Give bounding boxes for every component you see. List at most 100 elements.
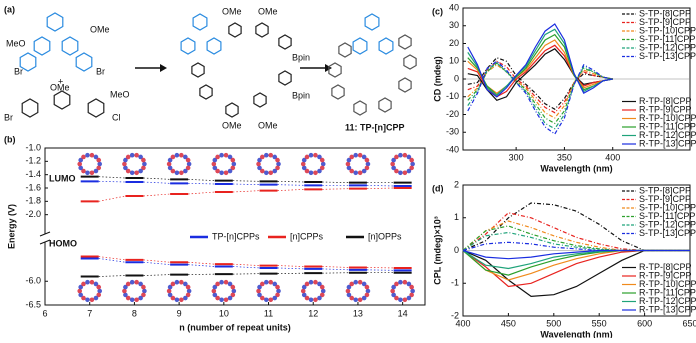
orbital-lobe: [134, 279, 139, 285]
x-tick-label: 10: [219, 308, 229, 318]
x-tick-label: 650: [682, 318, 696, 328]
orbital-lobe: [319, 157, 325, 163]
orbital-lobe: [410, 288, 415, 294]
orbital-lobe: [391, 157, 396, 163]
y-tick-label: -30: [446, 127, 459, 137]
orbital-lobe: [125, 295, 131, 301]
orbital-lobe: [230, 284, 236, 290]
orbital-lobe: [320, 161, 326, 167]
legend-label: R-TP-[11]CPP: [639, 287, 696, 297]
orbital-lobe: [215, 295, 220, 301]
orbital-lobe: [364, 284, 370, 290]
orbital-lobe: [138, 281, 143, 287]
orbital-lobe: [272, 295, 278, 301]
orbital-lobe: [174, 152, 180, 158]
orbital-lobe: [219, 170, 224, 176]
orbital-lobe: [301, 157, 307, 163]
scheme-label: OMe: [222, 6, 242, 16]
orbital-lobe: [308, 279, 314, 285]
orbital-lobe: [123, 165, 128, 171]
orbital-lobe: [409, 157, 414, 163]
orbital-lobe: [268, 170, 274, 176]
orbital-lobe: [272, 281, 278, 287]
y-tick-label: -1.6: [25, 182, 41, 192]
orbital-lobe: [223, 152, 229, 158]
x-tick-label: 9: [177, 308, 182, 318]
orbital-lobe: [361, 281, 367, 287]
orbital-lobe: [81, 168, 86, 174]
orbital-lobe: [276, 161, 281, 167]
orbital-lobe: [313, 152, 318, 158]
legend-label: R-TP-[8]CPP: [639, 262, 692, 272]
scheme-label: MeO: [110, 89, 130, 99]
orbital-lobe: [185, 284, 191, 290]
scheme-label: Br: [96, 66, 105, 76]
scheme-label: Bpin: [292, 90, 310, 100]
y-tick-label: -6.0: [25, 276, 41, 286]
annotation: HOMO: [49, 238, 77, 248]
orbital-lobe: [402, 170, 408, 176]
legend-label: R-TP-[10]CPP: [639, 279, 696, 289]
y-tick-label: 0: [454, 245, 459, 255]
scheme-label: OMe: [222, 120, 242, 130]
x-tick-label: 8: [132, 308, 137, 318]
orbital-lobe: [320, 288, 326, 294]
orbital-lobe: [264, 152, 269, 158]
orbital-lobe: [85, 297, 90, 303]
orbital-lobe: [264, 279, 269, 285]
orbital-lobe: [174, 279, 180, 285]
orbital-lobe: [85, 152, 90, 158]
orbital-lobe: [357, 297, 363, 303]
orbital-lobe: [272, 154, 278, 160]
orbital-lobe: [398, 279, 403, 285]
orbital-lobe: [89, 170, 95, 176]
legend-label: S-TP-[12]CPP: [639, 42, 696, 52]
orbital-lobe: [361, 295, 367, 301]
orbital-lobe: [215, 154, 220, 160]
orbital-lobe: [78, 157, 83, 163]
y-tick-label: -40: [446, 144, 459, 154]
legend-label: S-TP-[9]CPP: [639, 17, 691, 27]
orbital-lobe: [349, 168, 355, 174]
legend-label: S-TP-[10]CPP: [639, 202, 696, 212]
orbital-lobe: [219, 152, 224, 158]
legend-label: S-TP-[10]CPP: [639, 25, 696, 35]
orbital-lobe: [268, 297, 274, 303]
scheme-label: Cl: [112, 112, 121, 122]
orbital-lobe: [170, 168, 176, 174]
y-tick-label: 0: [454, 73, 459, 83]
ring: [398, 77, 412, 93]
orbital-lobe: [409, 284, 414, 290]
ring: [199, 84, 213, 100]
orbital-lobe: [219, 297, 224, 303]
orbital-lobe: [186, 288, 192, 294]
axis-break: [41, 234, 49, 242]
legend-label: S-TP-[13]CPP: [639, 51, 696, 61]
orbital-lobe: [77, 161, 83, 167]
y-tick-label: -10: [446, 91, 459, 101]
orbital-lobe: [179, 297, 184, 303]
x-tick-label: 11: [264, 308, 273, 318]
orbital-lobe: [227, 281, 233, 287]
orbital-lobe: [308, 297, 314, 303]
scheme-label: OMe: [50, 82, 70, 92]
x-tick-label: 14: [398, 308, 408, 318]
ring: [75, 52, 93, 72]
ring: [191, 62, 205, 78]
orbital-lobe: [364, 157, 370, 163]
legend-label: R-TP-[9]CPP: [639, 270, 692, 280]
orbital-lobe: [122, 288, 127, 294]
orbital-lobe: [231, 288, 237, 294]
orbital-lobe: [231, 161, 237, 167]
legend-label: R-TP-[8]CPP: [639, 96, 692, 106]
ring: [180, 37, 196, 55]
scheme-label: Bpin: [292, 52, 310, 62]
axis-break-mark: [39, 231, 51, 237]
orbital-lobe: [391, 292, 396, 298]
orbital-lobe: [349, 295, 355, 301]
orbital-lobe: [170, 154, 176, 160]
orbital-lobe: [346, 165, 352, 171]
orbital-lobe: [223, 170, 229, 176]
ring: [253, 92, 267, 108]
orbital-lobe: [304, 281, 310, 287]
